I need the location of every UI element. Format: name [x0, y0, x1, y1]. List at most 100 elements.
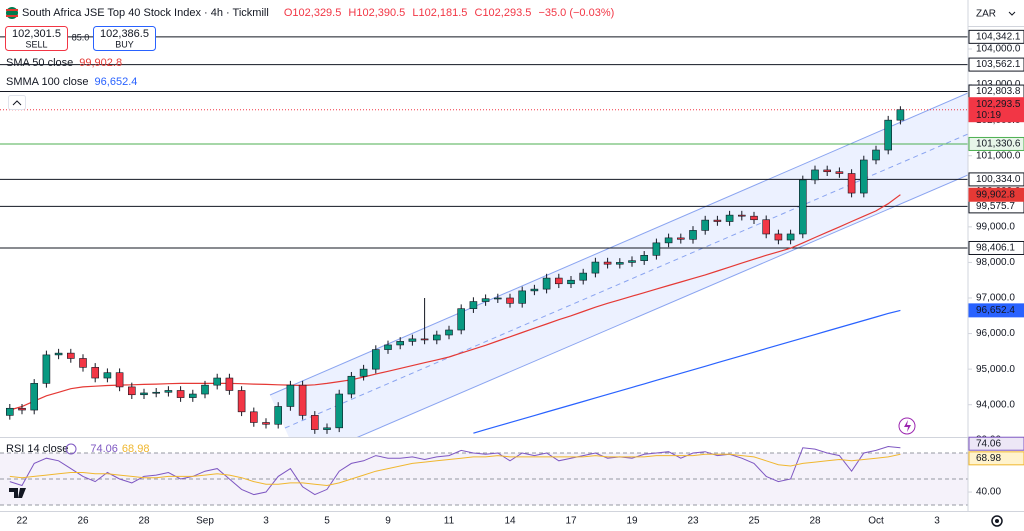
- level-badge: [968, 29, 1024, 44]
- candle-body: [481, 298, 490, 302]
- x-tick-label: Oct: [868, 516, 884, 527]
- spread: 85.0: [72, 32, 90, 42]
- candle-body: [750, 215, 758, 221]
- x-tick-label: 17: [565, 516, 577, 527]
- candle-body: [347, 375, 356, 395]
- level-badge-text: 103,562.1: [976, 59, 1021, 70]
- settings-icon[interactable]: [991, 515, 1003, 527]
- candle-body: [835, 171, 844, 174]
- candle-body: [774, 233, 783, 241]
- x-tick-label: 3: [934, 516, 940, 527]
- sell-button[interactable]: [5, 26, 68, 51]
- level-badge-text: 104,342.1: [976, 31, 1021, 42]
- x-tick-label: 9: [385, 516, 391, 527]
- alert-bolt[interactable]: [904, 420, 911, 432]
- sell-label[interactable]: SELL: [25, 39, 47, 49]
- candle-body: [628, 260, 636, 263]
- candle-body: [664, 237, 673, 244]
- candle-body: [359, 368, 368, 377]
- candle-body: [140, 392, 148, 396]
- buy-button[interactable]: [93, 26, 156, 51]
- candle-body: [884, 119, 893, 151]
- buy-label[interactable]: BUY: [115, 39, 134, 49]
- legend-rsi: RSI 14 close 74.06 68.98: [6, 443, 149, 455]
- level-badge: [968, 57, 1024, 72]
- y-tick-label: 98,000.0: [976, 257, 1015, 268]
- x-tick-label: 28: [809, 516, 821, 527]
- candle-body: [164, 390, 173, 393]
- candle-body: [701, 219, 710, 231]
- flag-stripes: [6, 9, 18, 17]
- level-badge-text: 102,803.8: [976, 86, 1021, 97]
- ma-line: [473, 309, 901, 434]
- x-tick-label: 28: [138, 516, 150, 527]
- rsi-pane: [0, 445, 968, 506]
- candle-body: [286, 384, 295, 407]
- currency-arrow[interactable]: [1008, 11, 1016, 16]
- ma-badge-text: 96,652.4: [976, 305, 1015, 316]
- legend-value: 74.06: [90, 443, 118, 455]
- candle-body: [371, 349, 380, 370]
- candle-body: [493, 297, 502, 300]
- candle-body: [115, 372, 124, 388]
- logo[interactable]: [9, 488, 26, 498]
- candle-body: [128, 386, 136, 396]
- readout-low: L102,181.5: [412, 7, 467, 19]
- candle-body: [603, 261, 612, 265]
- candle-body: [542, 277, 551, 290]
- level-badge-text: 99,575.7: [976, 201, 1015, 212]
- candle-body: [567, 279, 575, 285]
- readout-close: C102,293.5: [475, 7, 532, 19]
- channel-mid: [284, 133, 968, 429]
- candle-body: [67, 352, 75, 359]
- x-tick-label: 3: [263, 516, 269, 527]
- ma-line: [9, 194, 901, 411]
- candle-body: [469, 301, 478, 309]
- ma-badge: [968, 303, 1024, 318]
- candle-body: [432, 334, 441, 341]
- legend-name: SMA 50 close: [6, 57, 73, 69]
- candle-body: [530, 288, 539, 292]
- legend-sma: SMA 50 close 99,902.8: [6, 57, 122, 69]
- candle-body: [6, 407, 14, 416]
- candle-body: [554, 277, 563, 285]
- candle-body: [396, 341, 405, 346]
- collapse-icon[interactable]: [12, 100, 22, 106]
- rsi-line: [9, 453, 901, 487]
- ma-badge: [968, 187, 1024, 202]
- y-tick-label: 96,000.0: [976, 328, 1015, 339]
- candle-body: [506, 297, 514, 304]
- candle-body: [579, 272, 588, 281]
- rsi-settings-icon[interactable]: [65, 443, 77, 455]
- readout-open: O102,329.5: [284, 7, 342, 19]
- candle-body: [18, 407, 26, 411]
- candle-body: [274, 406, 283, 425]
- candle-body: [811, 169, 819, 181]
- currency[interactable]: ZAR: [976, 9, 996, 20]
- x-tick-label: Sep: [196, 516, 214, 527]
- candle-body: [384, 344, 392, 350]
- readout-change: −35.0 (−0.03%): [538, 7, 614, 19]
- x-tick-label: 22: [16, 516, 28, 527]
- axes: 94,000.0 95,000.0 96,000.0 97,000.0 98,000.0…: [16, 29, 1024, 527]
- y-tick-label: 95,000.0: [976, 364, 1015, 375]
- main-pane: [0, 36, 968, 434]
- last-price-badge-text: 102,293.5: [976, 99, 1021, 110]
- rsi-badge-text: 74.06: [976, 438, 1001, 449]
- candle-body: [310, 415, 319, 430]
- candle-body: [713, 219, 722, 222]
- x-tick-label: 11: [444, 516, 455, 527]
- level-badge: [968, 172, 1024, 187]
- readout-high: H102,390.5: [348, 7, 405, 19]
- settings-icon-center[interactable]: [995, 519, 999, 523]
- sell-price[interactable]: 102,301.5: [12, 28, 61, 40]
- buy-price[interactable]: 102,386.5: [100, 28, 149, 40]
- y-tick-label: 97,000.0: [976, 293, 1015, 304]
- x-tick-label: 14: [504, 516, 516, 527]
- legend-smma: SMMA 100 close 96,652.4: [6, 76, 137, 88]
- candle-body: [323, 427, 331, 430]
- last-price-badge: [968, 97, 1024, 123]
- collapse-button[interactable]: [8, 95, 26, 110]
